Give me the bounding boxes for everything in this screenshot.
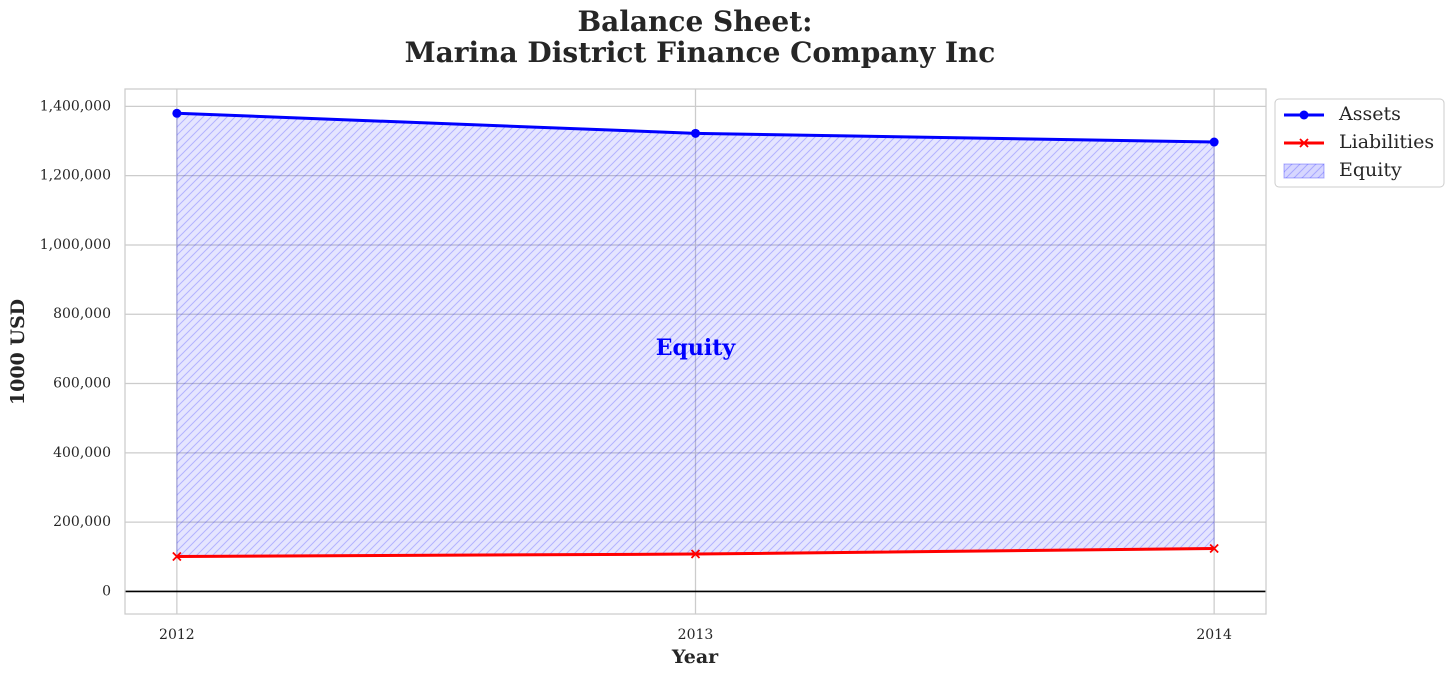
- legend: Assets Liabilities Equity: [1274, 98, 1445, 188]
- legend-equity-hatch: [1284, 164, 1324, 178]
- chart-title-line1: Balance Sheet:: [577, 5, 812, 38]
- equity-fill-layer: [176, 112, 1215, 557]
- liabilities-point: [690, 549, 701, 559]
- y-axis-label: 1000 USD: [7, 299, 29, 405]
- plot-area: Equity: [124, 88, 1267, 615]
- y-tick-label: 1,000,000: [40, 237, 111, 253]
- y-tick-label: 1,200,000: [40, 168, 111, 184]
- y-tick-label: 0: [102, 583, 111, 599]
- legend-liabilities-label: Liabilities: [1339, 131, 1434, 153]
- x-tick-label: 2014: [1196, 627, 1232, 643]
- y-tick-label: 600,000: [53, 376, 111, 392]
- liabilities-point: [172, 551, 182, 562]
- legend-assets-marker: [1299, 110, 1309, 120]
- x-tick-labels: 2012 2013 2014: [159, 627, 1232, 643]
- chart-title-line2: Marina District Finance Company Inc: [405, 36, 996, 69]
- y-tick-label: 200,000: [53, 514, 111, 530]
- legend-items: Assets Liabilities Equity: [1283, 103, 1434, 181]
- series-layer: [172, 108, 1219, 562]
- assets-point: [1209, 137, 1219, 147]
- x-axis-label: Year: [671, 646, 719, 668]
- x-tick-label: 2012: [159, 627, 195, 643]
- equity-annotation: Equity: [656, 335, 737, 361]
- y-tick-label: 400,000: [53, 445, 111, 461]
- assets-point: [691, 128, 700, 138]
- y-tick-labels: 0 200,000 400,000 600,000 800,000 1,000,000 1,…: [40, 98, 111, 599]
- y-tick-label: 1,400,000: [40, 98, 111, 114]
- assets-point: [172, 108, 182, 118]
- legend-equity-label: Equity: [1339, 159, 1402, 181]
- annotation-layer: Equity: [656, 335, 737, 361]
- legend-liabilities-marker: [1299, 138, 1309, 148]
- x-tick-label: 2013: [678, 627, 714, 643]
- y-tick-label: 800,000: [53, 306, 111, 322]
- plot-frame: [124, 88, 1267, 615]
- legend-assets-label: Assets: [1338, 103, 1401, 125]
- liabilities-point: [1209, 543, 1219, 554]
